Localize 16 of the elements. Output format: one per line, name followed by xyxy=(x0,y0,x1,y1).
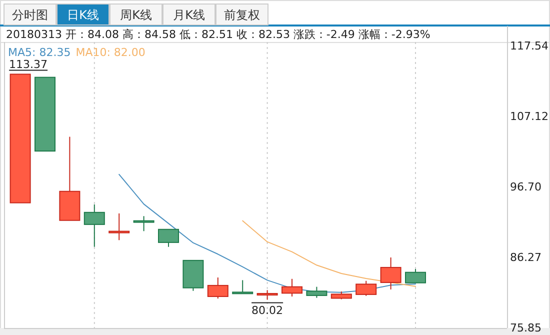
line-series xyxy=(242,220,416,287)
y-tick-label: 75.85 xyxy=(510,322,542,334)
tab: 日K线 xyxy=(56,4,110,26)
text: MA10: 82.00 xyxy=(76,46,146,59)
y-tick-label: 96.70 xyxy=(510,180,542,194)
y-tick-label: 107.12 xyxy=(510,110,548,123)
text: MA5: 82.35 xyxy=(8,46,71,59)
tab: 分时图 xyxy=(4,4,56,26)
y-tick-label: 117.54 xyxy=(510,40,548,52)
annotation: 113.37 xyxy=(9,58,48,72)
tab: 月K线 xyxy=(162,4,216,26)
y-tick-label: 86.27 xyxy=(510,251,542,264)
chart-title: 20180313 开：84.08 高：84.58 低：82.51 收：82.53 涨跌：-2.49 涨幅：-2.93% xyxy=(6,28,430,41)
annotation: 80.02 xyxy=(252,304,284,317)
tab: 周K线 xyxy=(110,4,162,26)
tab: 前复权 xyxy=(216,4,268,26)
